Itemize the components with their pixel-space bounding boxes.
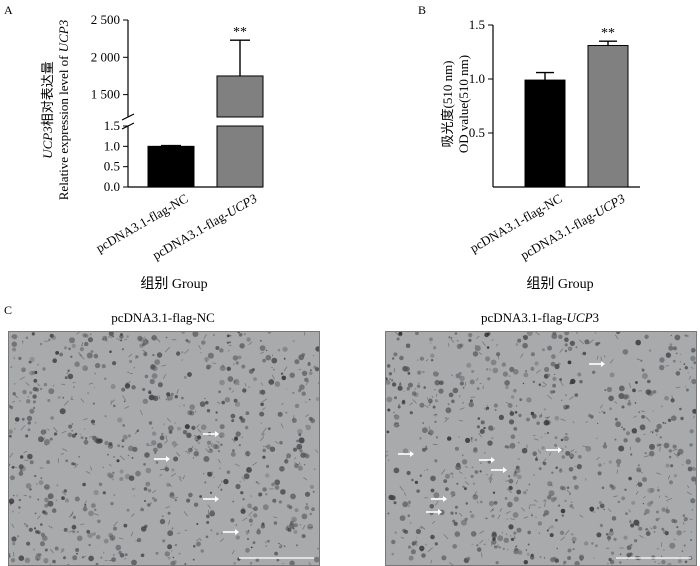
- y-tick-label-a: 2 000: [91, 49, 120, 64]
- svg-text:UCP3相对表达量: UCP3相对表达量: [40, 61, 55, 159]
- significance-a: **: [233, 25, 247, 40]
- y-tick-label-b: 1.5: [469, 17, 485, 32]
- micro-title-nc: pcDNA3.1-flag-NC: [8, 310, 318, 326]
- y-label-a-en: Relative expression level of: [56, 52, 71, 200]
- y-tick-label-b: 1.0: [469, 71, 485, 86]
- y-tick-label-a: 2 500: [91, 12, 120, 27]
- bar-ucp3-b: [588, 46, 628, 187]
- y-axis-label-a: UCP3相对表达量 Relative expression level of U…: [40, 19, 71, 200]
- significance-b: **: [601, 26, 615, 41]
- bar-nc-b: [525, 80, 565, 187]
- x-axis-label-b: 组别 Group: [526, 276, 593, 292]
- micro-title-ucp3-suffix: 3: [593, 310, 600, 325]
- x-axis-label-a: 组别 Group: [140, 276, 207, 292]
- panel-label-a: A: [4, 3, 13, 17]
- y-tick-label-a: 1.0: [104, 138, 120, 153]
- micrograph-ucp3: [385, 331, 697, 566]
- y-tick-label-b: 0.5: [469, 125, 485, 140]
- micrograph-nc-image: [9, 332, 319, 565]
- bar-nc-a: [148, 146, 194, 187]
- micro-title-nc-text: pcDNA3.1-flag-NC: [111, 310, 215, 325]
- bar-ucp3-a-upper: [217, 76, 263, 117]
- y-label-b-cn: 吸光度(510 nm): [440, 60, 455, 147]
- svg-text:Relative expression level of U: Relative expression level of UCP3: [56, 19, 71, 200]
- micro-title-ucp3: pcDNA3.1-flag-UCP3: [385, 310, 695, 326]
- x-tick-label-b: pcDNA3.1-flag-UCP3: [518, 190, 628, 262]
- bar-ucp3-a-lower: [217, 126, 263, 187]
- micro-title-ucp3-gene: UCP: [567, 310, 593, 325]
- y-label-a-gene2: UCP3: [56, 19, 71, 52]
- svg-text:pcDNA3.1-flag-UCP3: pcDNA3.1-flag-UCP3: [518, 190, 628, 262]
- y-tick-label-a: 1.5: [104, 118, 120, 133]
- y-tick-label-a: 1 500: [91, 87, 120, 102]
- y-axis-label-b: 吸光度(510 nm) OD value(510 nm): [440, 55, 471, 153]
- y-label-a-gene: UCP3: [40, 126, 55, 159]
- micrograph-ucp3-image: [386, 332, 696, 565]
- y-label-a-cn: 相对表达量: [40, 61, 55, 126]
- y-tick-label-a: 0.0: [104, 179, 120, 194]
- y-tick-label-a: 0.5: [104, 159, 120, 174]
- panel-label-b: B: [418, 3, 426, 17]
- micrograph-nc: [8, 331, 320, 566]
- chart-a: A UCP3相对表达量 Relative expression level of…: [0, 0, 300, 300]
- micro-title-ucp3-prefix: pcDNA3.1-flag-: [481, 310, 567, 325]
- chart-b: B 吸光度(510 nm) OD value(510 nm) 0.5 1.0 1.5…: [340, 0, 700, 300]
